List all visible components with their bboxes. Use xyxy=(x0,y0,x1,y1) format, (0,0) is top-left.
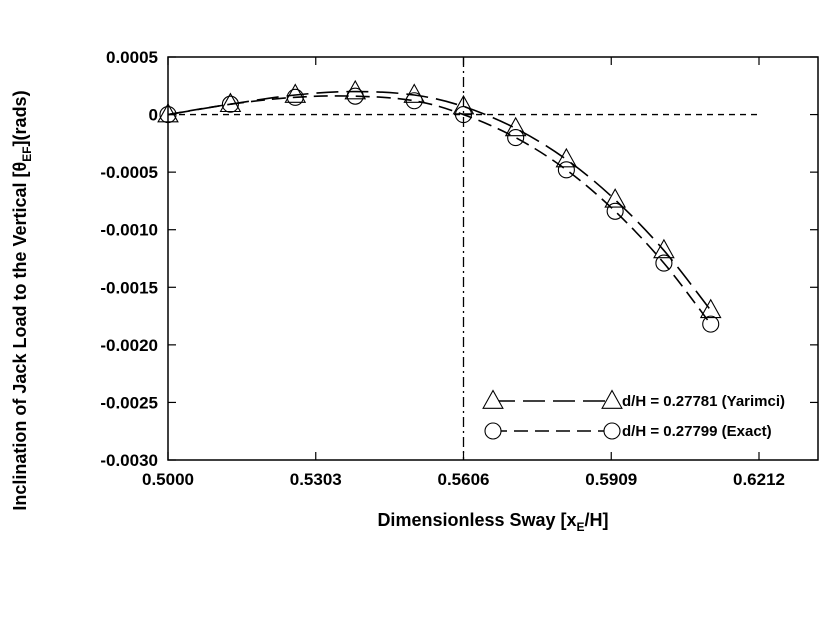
x-axis-title: Dimensionless Sway [xE/H] xyxy=(377,510,608,534)
y-tick-label: 0 xyxy=(149,106,158,125)
legend-triangle-marker xyxy=(482,389,504,409)
y-axis-title-main: Inclination of Jack Load to the Vertical… xyxy=(10,162,30,511)
series-line xyxy=(167,90,712,311)
legend: d/H = 0.27781 (Yarimci) d/H = 0.27799 (E… xyxy=(482,389,785,440)
series-layer xyxy=(157,79,722,333)
reference-lines xyxy=(168,57,759,460)
triangle-marker xyxy=(604,188,626,208)
legend-label-yarimci: d/H = 0.27781 (Yarimci) xyxy=(622,393,785,410)
x-tick-label: 0.5303 xyxy=(290,470,342,489)
triangle-marker xyxy=(653,238,675,259)
series-line xyxy=(167,95,712,325)
legend-label-exact: d/H = 0.27799 (Exact) xyxy=(622,423,772,440)
plot-frame xyxy=(167,56,819,461)
legend-circle-marker xyxy=(484,422,502,440)
x-tick-label: 0.5000 xyxy=(142,470,194,489)
circle-marker xyxy=(405,92,423,110)
x-tick-label: 0.6212 xyxy=(733,470,785,489)
axis-ticks xyxy=(167,56,818,461)
triangle-marker xyxy=(555,147,578,168)
y-axis-title-subscript: EF xyxy=(20,146,34,161)
legend-line-exact xyxy=(484,422,621,440)
circle-marker xyxy=(454,106,473,124)
legend-entry-yarimci: d/H = 0.27781 (Yarimci) xyxy=(482,389,785,410)
y-tick-label: -0.0030 xyxy=(100,451,158,470)
circle-marker xyxy=(507,129,525,147)
x-tick-labels: 0.5000 0.5303 0.5606 0.5909 0.6212 xyxy=(142,470,785,489)
y-axis-title: Inclination of Jack Load to the Vertical… xyxy=(10,90,34,510)
triangle-marker xyxy=(219,92,242,113)
y-tick-label: 0.0005 xyxy=(106,48,158,67)
circle-marker xyxy=(606,202,624,220)
legend-line-yarimci xyxy=(482,389,623,409)
circle-marker xyxy=(655,254,673,272)
triangle-marker xyxy=(284,83,307,103)
x-axis-title-main: Dimensionless Sway [x xyxy=(377,510,576,530)
triangle-marker xyxy=(504,116,527,137)
y-tick-labels: 0.0005 0 -0.0005 -0.0010 -0.0015 -0.0020 -0.00… xyxy=(100,48,158,470)
y-axis-title-tail: ](rads) xyxy=(10,90,30,146)
x-axis-title-tail: /H] xyxy=(585,510,609,530)
circle-marker xyxy=(557,161,575,179)
x-axis-title-subscript: E xyxy=(577,520,585,534)
circle-marker xyxy=(221,95,239,113)
series-exact xyxy=(159,87,720,333)
legend-circle-marker xyxy=(603,422,621,440)
y-tick-label: -0.0015 xyxy=(100,278,158,297)
y-tick-label: -0.0020 xyxy=(100,336,158,355)
y-tick-label: -0.0025 xyxy=(100,393,158,412)
triangle-marker xyxy=(403,83,426,103)
series-yarimci xyxy=(157,79,722,319)
y-tick-label: -0.0010 xyxy=(100,221,158,240)
legend-triangle-marker xyxy=(601,389,623,409)
x-tick-label: 0.5909 xyxy=(585,470,637,489)
circle-marker xyxy=(702,315,720,333)
circle-marker xyxy=(286,88,304,106)
triangle-marker xyxy=(699,298,722,319)
legend-entry-exact: d/H = 0.27799 (Exact) xyxy=(484,422,772,440)
x-tick-label: 0.5606 xyxy=(437,470,489,489)
y-tick-label: -0.0005 xyxy=(100,163,158,182)
circle-marker xyxy=(346,87,364,105)
